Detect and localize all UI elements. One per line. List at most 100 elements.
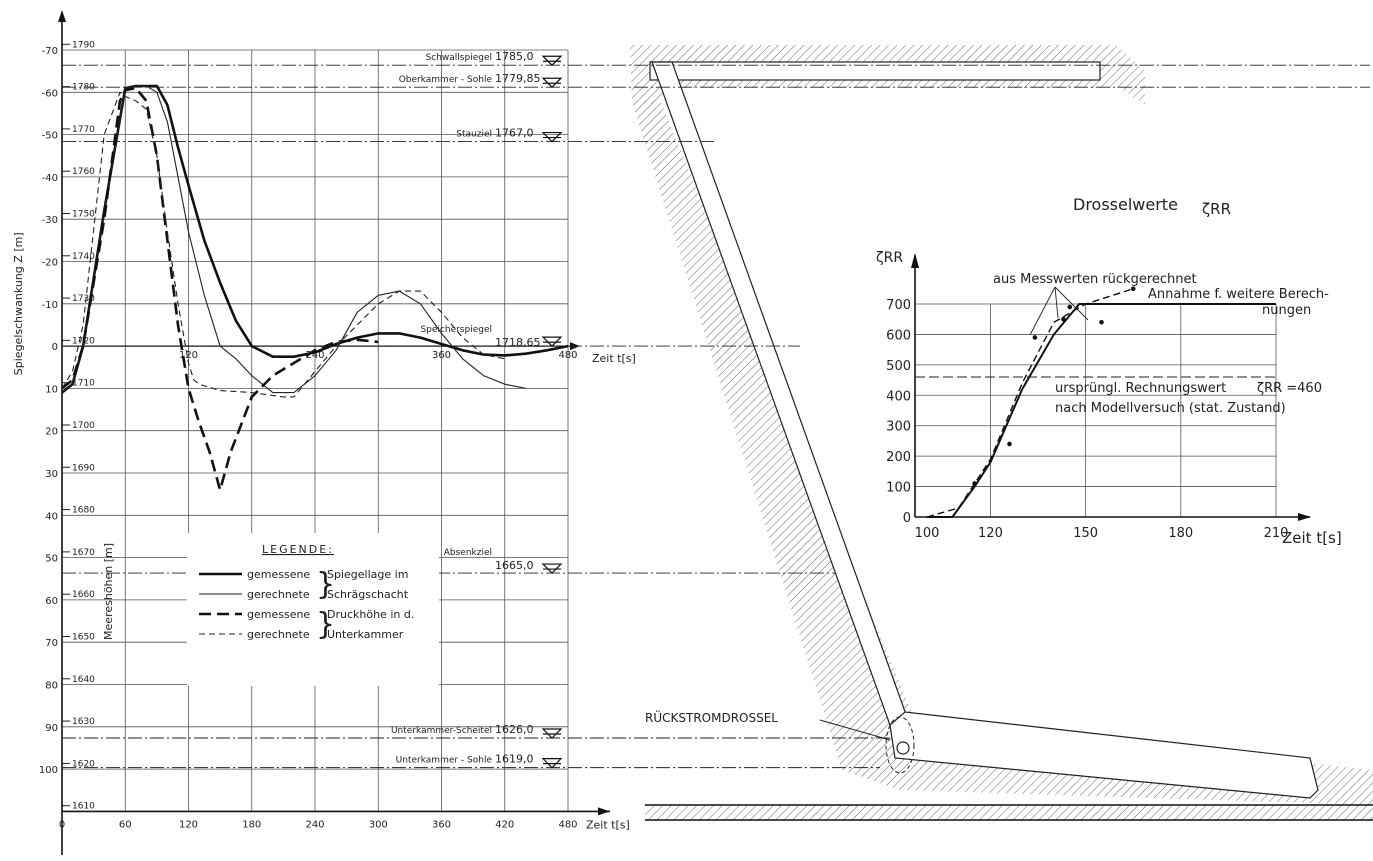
x-tick-label: 360 [432,819,451,830]
elev-tick-label: 1760 [72,167,95,177]
inset-y-tick-label: 500 [886,359,911,374]
elev-tick-label: 1640 [72,675,95,685]
inset-series-line [927,303,1276,518]
elevation-axis-label: Meereshöhen [m] [102,543,115,640]
y-tick-label: 10 [45,384,58,395]
legend-label: gemessene [247,608,310,621]
y-tick-label: 50 [45,554,58,565]
inset-data-point [1007,441,1012,447]
lower-rock-band [645,805,1373,821]
inset-y-tick-label: 200 [886,450,911,465]
inset-x-tick-label: 100 [915,526,940,541]
level-name: Stauziel [456,130,492,140]
throttle-label: RÜCKSTROMDROSSEL [645,709,778,725]
upper-x-tick-label: 240 [305,350,324,361]
inset-y-tick-label: 300 [886,420,911,435]
y-tick-label: -60 [42,88,58,99]
legend-group-label: Spiegellage im [327,568,408,581]
elev-tick-label: 1750 [72,209,95,219]
series-line [61,91,505,398]
y-tick-label: 70 [45,638,58,649]
y-tick-label: 60 [45,596,58,607]
inset-series-line [926,288,1134,518]
series-line [61,86,379,492]
x-axis-label: Zeit t[s] [586,818,630,831]
elev-tick-label: 1670 [72,548,95,558]
legend-group-label: Unterkammer [327,628,404,641]
elev-tick-label: 1780 [72,83,95,93]
y-tick-label: 40 [45,511,58,522]
elev-tick-label: 1610 [72,802,95,812]
upper-x-axis-label: Zeit t[s] [592,352,636,365]
inset-x-tick-label: 150 [1073,526,1098,541]
inset-title: Drosselwerte [1073,195,1178,214]
annotation-original: ursprüngl. Rechnungswert [1055,381,1226,396]
level-name: Oberkammer - Sohle [399,75,493,85]
y-tick-label: -10 [42,300,58,311]
annotation-assumption-cont: nungen [1262,303,1311,318]
y-tick-label: 100 [39,765,58,776]
x-tick-label: 120 [179,819,198,830]
inset-y-tick-label: 600 [886,328,911,343]
inset-data-point [972,481,977,486]
inset-x-tick-label: 180 [1168,526,1193,541]
elev-tick-label: 1700 [72,421,95,431]
annotation-measured: aus Messwerten rückgerechnet [993,272,1197,287]
level-name: Unterkammer - Sohle [396,756,493,766]
legend-group-label: Schrägschacht [327,588,409,601]
inset-chart: 0 100 200 300 400 500 600 700 100 120 150 180 210Zei… [876,195,1342,547]
x-tick-label: 420 [495,819,514,830]
elev-tick-label: 1680 [72,506,95,516]
elev-tick-label: 1710 [72,379,95,389]
lower-tunnel [889,711,1319,799]
x-tick-label: 300 [369,819,388,830]
inset-y-tick-label: 100 [886,481,911,496]
shaft-rock [632,100,1373,805]
upper-x-tick-label: 360 [432,350,451,361]
x-axis-arrow [598,807,610,816]
elev-tick-label: 1630 [72,717,95,727]
y-tick-label: -40 [42,173,58,184]
leader-line [1054,286,1059,319]
inset-x-tick-label: 210 [1264,526,1289,541]
inset-title-symbol: ζRR [1202,200,1231,218]
inset-x-tick-label: 120 [978,526,1003,541]
level-value: 1665,0 [495,559,534,572]
annotation-assumption: Annahme f. weitere Berech- [1148,287,1329,302]
legend-title: LEGENDE: [262,543,334,556]
level-value: 1779,85 [495,72,541,85]
upper-x-tick-label: 120 [179,350,198,361]
inset-data-point [1061,316,1066,322]
legend-label: gerechnete [247,588,310,601]
x-tick-label: 240 [305,819,324,830]
x-tick-label: 180 [242,819,261,830]
level-value: 1767,0 [495,127,534,140]
shaft-tube [651,61,909,726]
shaft-drawing: RÜCKSTROMDROSSEL [630,45,1373,821]
legend-group-label: Druckhöhe in d. [327,608,414,621]
upper-chamber-tunnel [649,61,1101,81]
leader-line [1054,286,1089,321]
level-value: 1718,65 [495,336,541,349]
y-tick-label: 90 [45,723,58,734]
level-value: 1626,0 [495,723,534,736]
elev-tick-label: 1730 [72,294,95,304]
inset-y-axis-arrow [911,253,919,268]
inset-x-axis-label: Zeit t[s] [1282,529,1342,547]
inset-x-axis-arrow [1298,513,1311,521]
annotation-original-value: ζRR =460 [1257,381,1322,396]
y-tick-label: 0 [52,342,58,353]
elev-tick-label: 1770 [72,125,95,135]
legend-box [187,533,439,686]
y-axis-label: Spiegelschwankung Z [m] [12,232,25,375]
x-tick-label: 480 [558,819,577,830]
level-value: 1785,0 [495,50,534,63]
y-tick-label: 20 [45,427,58,438]
y-tick-label: -30 [42,215,58,226]
y-tick-label: 80 [45,681,58,692]
level-name: Schwallspiegel [426,53,492,63]
main-chart: 0 60 120 180 240 300 360 420 480-70-60-50-40-30-… [12,10,1370,855]
level-name: Speicherspiegel [420,325,492,335]
legend-brace: } [316,567,335,602]
